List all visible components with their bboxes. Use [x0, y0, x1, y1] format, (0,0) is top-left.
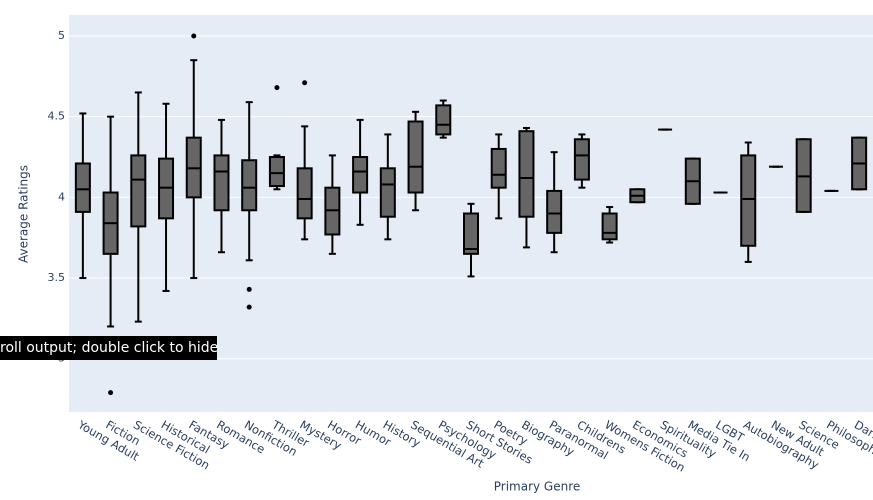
box	[573, 138, 590, 181]
box	[213, 154, 230, 212]
box	[740, 154, 757, 247]
box	[268, 156, 285, 188]
tooltip-bg	[0, 336, 217, 360]
box	[74, 162, 91, 213]
outlier	[302, 80, 308, 86]
box	[241, 159, 258, 212]
outlier	[191, 33, 197, 39]
box	[601, 212, 618, 241]
box	[407, 120, 424, 194]
y-axis-title: Average Ratings	[17, 165, 31, 263]
box	[130, 154, 147, 228]
y-tick-label: 5	[58, 29, 65, 42]
box	[518, 130, 535, 218]
outlier	[246, 286, 252, 292]
outlier	[246, 304, 252, 310]
box	[352, 156, 369, 194]
box	[435, 104, 452, 136]
tooltip-text: roll output; double click to hide	[0, 340, 218, 356]
box	[463, 212, 479, 255]
outlier	[108, 390, 114, 396]
y-tick-label: 4.5	[48, 110, 66, 123]
box	[546, 189, 563, 234]
box	[490, 147, 507, 189]
box	[296, 167, 313, 220]
box	[379, 167, 396, 218]
y-tick-label: 3.5	[48, 271, 66, 284]
y-tick-label: 4	[58, 190, 65, 203]
outlier	[274, 85, 280, 91]
x-axis-title: Primary Genre	[494, 480, 581, 494]
